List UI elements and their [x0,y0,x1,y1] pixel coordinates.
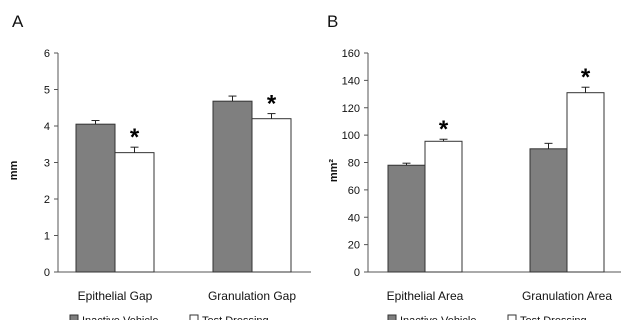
y-axis-label: mm² [328,159,340,183]
y-tick-label: 40 [348,212,360,224]
bar-test-dressing [114,152,155,273]
bar-test-dressing [251,118,292,273]
legend-swatch-test-dressing [507,314,517,320]
significance-star: * [130,124,140,151]
y-tick-label: 80 [348,158,360,170]
x-tick-label: Epithelial Gap [78,289,153,303]
bar-inactive-vehicle [387,164,426,273]
panel-label: A [12,12,24,31]
significance-star: * [439,116,449,143]
y-tick-label: 160 [342,48,360,60]
y-tick-label: 140 [342,75,360,87]
legend-label: Inactive Vehicle [82,315,158,320]
significance-star: * [267,91,277,118]
legend-swatch-test-dressing [189,314,199,320]
y-axis-label: mm [8,161,20,181]
y-tick-label: 120 [342,103,360,115]
y-tick-label: 100 [342,130,360,142]
y-tick-label: 1 [44,231,50,243]
x-tick-label: Granulation Gap [208,289,296,303]
y-tick-label: 60 [348,185,360,197]
y-tick-label: 0 [354,267,360,279]
bar-inactive-vehicle [75,123,116,273]
bar-inactive-vehicle [529,148,568,273]
legend-swatch-inactive-vehicle [387,314,397,320]
bar-test-dressing [424,140,463,273]
y-tick-label: 6 [44,48,50,60]
bar-test-dressing [566,92,605,273]
legend-swatch-inactive-vehicle [69,314,79,320]
x-tick-label: Epithelial Area [387,289,464,303]
bar-inactive-vehicle [212,100,253,273]
chart-panel-a: A 0 1 2 3 4 5 6 mm Epithelial Gap Granulation Gap *… [8,12,311,320]
significance-star: * [581,64,591,91]
chart-panel-b: B 0 20 40 60 80 100 120 140 160 mm² Epithelial Area… [327,12,621,320]
y-tick-label: 4 [44,121,50,133]
y-tick-label: 3 [44,158,50,170]
y-tick-label: 0 [44,267,50,279]
x-tick-label: Granulation Area [522,289,612,303]
legend-label: Inactive Vehicle [400,315,476,320]
panel-label: B [327,12,338,31]
y-tick-label: 20 [348,240,360,252]
y-tick-label: 5 [44,85,50,97]
y-tick-label: 2 [44,194,50,206]
legend-label: Test Dressing [202,315,269,320]
legend-label: Test Dressing [520,315,587,320]
